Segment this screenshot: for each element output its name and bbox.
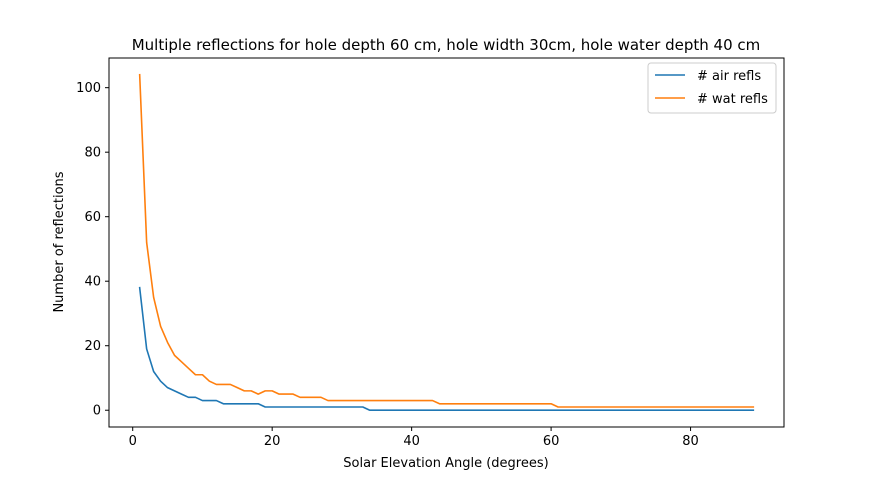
x-tick-label: 40	[403, 434, 420, 449]
y-axis-label: Number of reflections	[52, 171, 67, 312]
y-axis-ticks: 0 20 40 60 80 100	[76, 81, 109, 419]
y-tick-label: 60	[84, 210, 101, 225]
plot-series	[138, 73, 755, 412]
y-tick-label: 40	[84, 275, 101, 290]
y-tick-label: 0	[93, 404, 101, 419]
chart-title: Multiple reflections for hole depth 60 c…	[132, 36, 761, 54]
x-axis-label: Solar Elevation Angle (degrees)	[343, 456, 548, 471]
series-line-wat-refls	[138, 73, 755, 408]
x-axis-ticks: 0 20 40 60 80	[129, 427, 699, 449]
plot-frame	[108, 57, 785, 428]
legend: # air refls # wat refls	[647, 62, 777, 114]
x-tick-label: 0	[129, 434, 137, 449]
y-tick-label: 100	[76, 81, 101, 96]
x-tick-label: 80	[682, 434, 699, 449]
y-tick-label: 20	[84, 339, 101, 354]
y-tick-label: 80	[84, 146, 101, 161]
x-tick-label: 20	[264, 434, 281, 449]
legend-label-air-refls: # air refls	[697, 69, 761, 84]
series-line-air-refls	[138, 286, 755, 412]
x-tick-label: 60	[543, 434, 560, 449]
legend-label-wat-refls: # wat refls	[697, 92, 768, 107]
